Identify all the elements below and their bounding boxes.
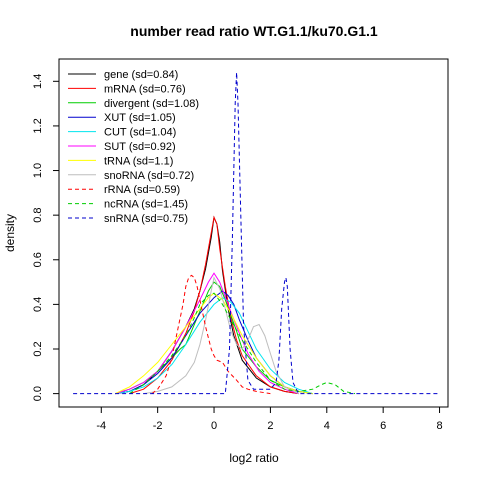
x-tick-label: 6 bbox=[380, 420, 386, 432]
legend-label-4: CUT (sd=1.04) bbox=[104, 127, 176, 139]
y-tick-label: 1.0 bbox=[32, 163, 44, 178]
x-axis: -4 -2 0 2 4 6 8 bbox=[96, 406, 443, 432]
x-tick-label: 4 bbox=[324, 420, 330, 432]
y-tick-label: 0.4 bbox=[32, 297, 44, 312]
legend-label-6: tRNA (sd=1.1) bbox=[104, 155, 173, 167]
legend: gene (sd=0.84) mRNA (sd=0.76) divergent (s… bbox=[68, 69, 199, 225]
series-line-3 bbox=[115, 290, 313, 395]
y-tick-label: 0.8 bbox=[32, 208, 44, 223]
legend-label-8: rRNA (sd=0.59) bbox=[104, 184, 180, 196]
legend-label-7: snoRNA (sd=0.72) bbox=[104, 170, 194, 182]
x-tick-label: 2 bbox=[267, 420, 273, 432]
series-line-9 bbox=[129, 292, 356, 395]
series-group bbox=[73, 72, 440, 395]
series-line-6 bbox=[115, 292, 313, 395]
series-line-5 bbox=[115, 272, 299, 395]
y-tick-label: 1.2 bbox=[32, 118, 44, 133]
x-tick-label: -4 bbox=[96, 420, 106, 432]
y-tick-label: 1.4 bbox=[32, 74, 44, 89]
legend-label-1: mRNA (sd=0.76) bbox=[104, 83, 186, 95]
chart-title: number read ratio WT.G1.1/ku70.G1.1 bbox=[130, 23, 378, 39]
series-line-7 bbox=[143, 276, 299, 395]
legend-label-9: ncRNA (sd=1.45) bbox=[104, 199, 188, 211]
x-tick-label: -2 bbox=[153, 420, 163, 432]
series-line-8 bbox=[151, 274, 271, 395]
legend-label-3: XUT (sd=1.05) bbox=[104, 112, 176, 124]
y-tick-label: 0.0 bbox=[32, 386, 44, 401]
series-line-4 bbox=[115, 297, 313, 395]
y-axis: 0.0 0.2 0.4 0.6 0.8 1.0 1.2 1.4 bbox=[32, 74, 60, 401]
plot-frame bbox=[58, 58, 449, 408]
y-tick-label: 0.2 bbox=[32, 341, 44, 356]
y-axis-label: density bbox=[3, 214, 17, 252]
x-tick-label: 0 bbox=[211, 420, 217, 432]
legend-label-0: gene (sd=0.84) bbox=[104, 69, 178, 81]
x-axis-label: log2 ratio bbox=[229, 451, 279, 465]
series-line-1 bbox=[129, 215, 299, 395]
legend-label-2: divergent (sd=1.08) bbox=[104, 98, 199, 110]
legend-label-5: SUT (sd=0.92) bbox=[104, 141, 176, 153]
x-tick-label: 8 bbox=[436, 420, 442, 432]
y-tick-label: 0.6 bbox=[32, 252, 44, 267]
legend-label-10: snRNA (sd=0.75) bbox=[104, 213, 188, 225]
series-line-2 bbox=[115, 281, 313, 395]
series-line-10 bbox=[73, 72, 440, 395]
